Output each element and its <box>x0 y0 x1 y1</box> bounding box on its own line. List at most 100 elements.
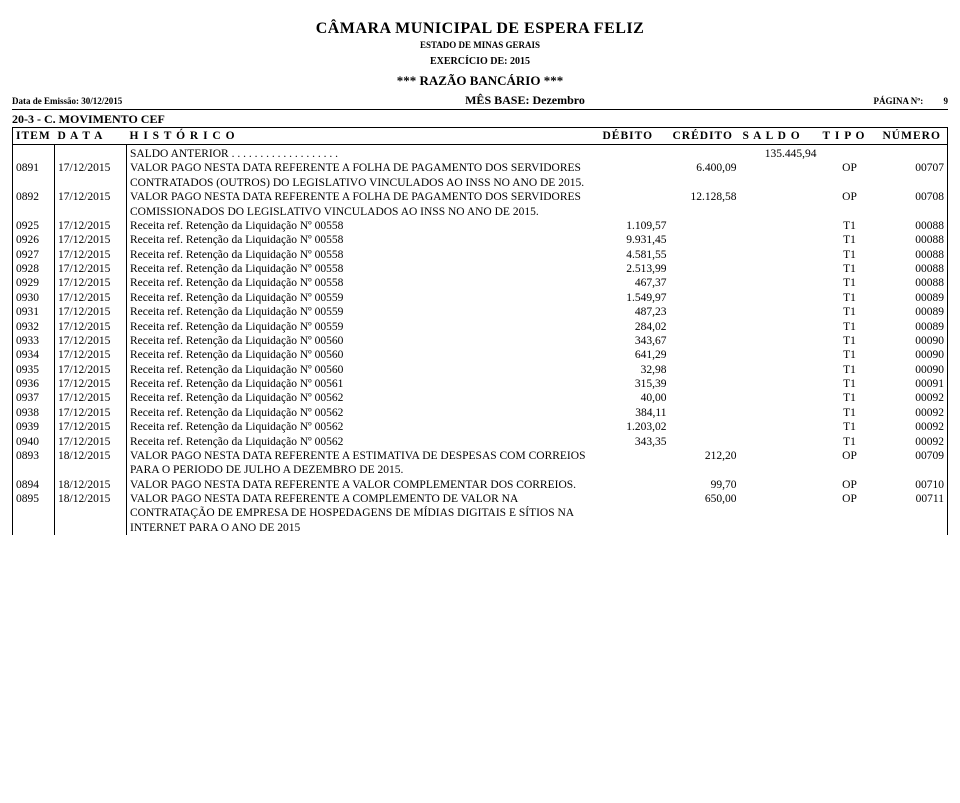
cell-hist: Receita ref. Retenção da Liquidação Nº 0… <box>127 435 600 449</box>
cell-cred <box>670 348 740 362</box>
cell-item: 0925 <box>13 219 55 233</box>
cell-deb <box>600 161 670 190</box>
cell-deb <box>600 449 670 478</box>
cell-data: 17/12/2015 <box>55 248 127 262</box>
cell-data: 18/12/2015 <box>55 449 127 478</box>
table-row: 092817/12/2015Receita ref. Retenção da L… <box>13 262 948 276</box>
cell-saldo <box>740 161 820 190</box>
cell-item: 0892 <box>13 190 55 219</box>
cell-deb: 40,00 <box>600 391 670 405</box>
cell-tipo: T1 <box>820 420 880 434</box>
cell-cred <box>670 262 740 276</box>
table-row: 093017/12/2015Receita ref. Retenção da L… <box>13 291 948 305</box>
page-indicator: PÁGINA Nº: 9 <box>768 96 948 106</box>
header-row: ITEM D A T A H I S T Ó R I C O DÉBITO CR… <box>13 128 948 145</box>
cell-item: 0893 <box>13 449 55 478</box>
cell-saldo <box>740 305 820 319</box>
cell-cred <box>670 435 740 449</box>
cell-num: 00092 <box>880 420 948 434</box>
cell-data: 17/12/2015 <box>55 406 127 420</box>
cell-saldo <box>740 262 820 276</box>
cell-tipo: T1 <box>820 406 880 420</box>
cell-cred <box>670 219 740 233</box>
cell-tipo: T1 <box>820 219 880 233</box>
cell-saldo <box>740 320 820 334</box>
table-row: 093817/12/2015Receita ref. Retenção da L… <box>13 406 948 420</box>
table-row: 089117/12/2015VALOR PAGO NESTA DATA REFE… <box>13 161 948 190</box>
cell-hist: Receita ref. Retenção da Liquidação Nº 0… <box>127 334 600 348</box>
cell-num: 00090 <box>880 363 948 377</box>
cell-cred: 212,20 <box>670 449 740 478</box>
cell-tipo: OP <box>820 478 880 492</box>
cell-deb: 4.581,55 <box>600 248 670 262</box>
cell-hist: Receita ref. Retenção da Liquidação Nº 0… <box>127 276 600 290</box>
cell-saldo <box>740 435 820 449</box>
cell-tipo: T1 <box>820 334 880 348</box>
cell-tipo: T1 <box>820 233 880 247</box>
cell-tipo: OP <box>820 449 880 478</box>
cell-saldo <box>740 406 820 420</box>
state-subtitle: ESTADO DE MINAS GERAIS <box>12 40 948 50</box>
report-header: CÂMARA MUNICIPAL DE ESPERA FELIZ ESTADO … <box>12 20 948 89</box>
cell-data: 17/12/2015 <box>55 348 127 362</box>
cell-item: 0927 <box>13 248 55 262</box>
cell-deb <box>600 190 670 219</box>
cell-deb: 32,98 <box>600 363 670 377</box>
cell-hist: Receita ref. Retenção da Liquidação Nº 0… <box>127 248 600 262</box>
cell-num: 00711 <box>880 492 948 535</box>
org-title: CÂMARA MUNICIPAL DE ESPERA FELIZ <box>12 20 948 38</box>
cell-cred <box>670 420 740 434</box>
ledger-table: ITEM D A T A H I S T Ó R I C O DÉBITO CR… <box>12 127 948 535</box>
cell-num: 00710 <box>880 478 948 492</box>
cell-deb: 487,23 <box>600 305 670 319</box>
cell-num: 00092 <box>880 391 948 405</box>
cell-tipo: T1 <box>820 276 880 290</box>
cell-cred <box>670 320 740 334</box>
table-row: 089518/12/2015VALOR PAGO NESTA DATA REFE… <box>13 492 948 535</box>
report-title: *** RAZÃO BANCÁRIO *** <box>12 73 948 89</box>
cell-cred: 6.400,09 <box>670 161 740 190</box>
cell-saldo <box>740 276 820 290</box>
cell-cred <box>670 406 740 420</box>
table-row: 094017/12/2015Receita ref. Retenção da L… <box>13 435 948 449</box>
cell-deb <box>600 492 670 535</box>
cell-num: 00092 <box>880 406 948 420</box>
cell-num: 00088 <box>880 233 948 247</box>
cell-item: 0894 <box>13 478 55 492</box>
cell-num: 00088 <box>880 219 948 233</box>
cell-cred <box>670 276 740 290</box>
cell-saldo <box>740 478 820 492</box>
cell-hist: Receita ref. Retenção da Liquidação Nº 0… <box>127 420 600 434</box>
month-base: MÊS BASE: Dezembro <box>282 93 768 108</box>
cell-item: 0937 <box>13 391 55 405</box>
cell-hist: VALOR PAGO NESTA DATA REFERENTE A FOLHA … <box>127 190 600 219</box>
cell-tipo: T1 <box>820 248 880 262</box>
col-data: D A T A <box>55 128 127 145</box>
cell-item: 0891 <box>13 161 55 190</box>
cell-hist: Receita ref. Retenção da Liquidação Nº 0… <box>127 233 600 247</box>
cell-cred: 99,70 <box>670 478 740 492</box>
cell-cred: 650,00 <box>670 492 740 535</box>
cell-hist: Receita ref. Retenção da Liquidação Nº 0… <box>127 262 600 276</box>
cell-num: 00091 <box>880 377 948 391</box>
emission-date: Data de Emissão: 30/12/2015 <box>12 96 282 106</box>
account-line: 20-3 - C. MOVIMENTO CEF <box>12 112 948 127</box>
page-number: 9 <box>944 96 949 106</box>
cell-hist: Receita ref. Retenção da Liquidação Nº 0… <box>127 348 600 362</box>
cell-data: 17/12/2015 <box>55 435 127 449</box>
cell-saldo <box>740 363 820 377</box>
cell-tipo: T1 <box>820 305 880 319</box>
cell-deb: 1.203,02 <box>600 420 670 434</box>
cell-num: 00090 <box>880 348 948 362</box>
cell-hist: Receita ref. Retenção da Liquidação Nº 0… <box>127 291 600 305</box>
cell-num: 00089 <box>880 291 948 305</box>
cell-tipo: OP <box>820 161 880 190</box>
cell-num: 00090 <box>880 334 948 348</box>
cell-saldo <box>740 334 820 348</box>
table-row: 093917/12/2015Receita ref. Retenção da L… <box>13 420 948 434</box>
table-row: 093217/12/2015Receita ref. Retenção da L… <box>13 320 948 334</box>
cell-deb <box>600 478 670 492</box>
cell-data: 17/12/2015 <box>55 161 127 190</box>
cell-item: 0895 <box>13 492 55 535</box>
cell-tipo: T1 <box>820 435 880 449</box>
